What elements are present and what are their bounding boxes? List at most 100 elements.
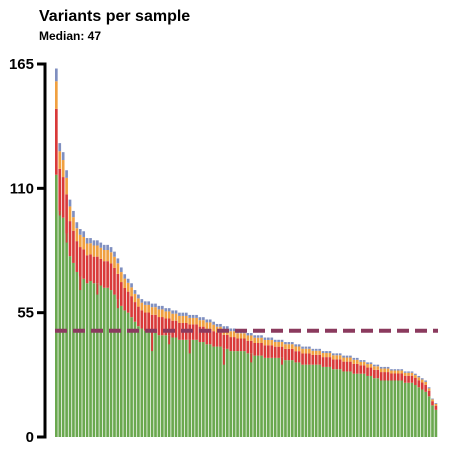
bar-segment-red [383,372,386,381]
bar-segment-orange [284,344,287,349]
bar [338,353,342,437]
bar-segment-orange [72,217,75,231]
bar-segment-blue [246,333,250,336]
bar-segment-streak [79,276,82,291]
bar-segment-primary [181,339,185,437]
bar-segment-blue [219,323,222,327]
bar-segment-red [82,249,86,279]
bar-segment-streak [58,210,61,216]
bar-segment-orange [263,339,267,346]
bar [403,371,407,437]
bar-segment-orange [301,348,304,354]
bar-segment-red [130,296,133,318]
bar [431,398,434,437]
bar-segment-blue [256,335,260,338]
bar-segment-blue [277,339,280,342]
bar-segment-red [410,375,414,383]
bar-segment-blue [325,351,328,353]
bar [345,355,349,437]
bar-segment-primary [55,174,58,437]
bar [137,294,140,437]
bar-segment-primary [434,409,438,437]
bar-segment-primary [58,210,62,437]
bar [273,339,277,437]
bar-segment-red [164,318,168,336]
bar-segment-red [434,405,438,410]
bar-segment-orange [287,344,291,349]
bar-segment-orange [85,243,89,256]
bar-segment-streak [188,339,191,354]
bar [243,330,246,437]
bar-segment-orange [55,81,58,109]
bar-segment-red [126,291,130,313]
bar-segment-red [328,357,332,367]
bar-segment-blue [434,403,438,404]
bar-segment-red [195,324,198,340]
bar [383,366,386,437]
bar [232,328,236,437]
bar [414,373,417,437]
bar-segment-orange [178,315,181,323]
bar-segment-primary [297,362,301,437]
bar [65,170,68,437]
bar [174,310,178,437]
bar-segment-orange [331,355,335,360]
bar-segment-primary [239,351,243,437]
bar-segment-primary [212,346,215,437]
bar-segment-primary [222,348,226,437]
bar [61,152,65,437]
bar-segment-red [61,177,65,218]
bar-segment-red [137,306,140,327]
bar-segment-orange [290,344,294,349]
bar-segment-blue [420,378,424,380]
bar-segment-blue [215,323,219,327]
bar-segment-primary [304,364,308,437]
bar-segment-primary [96,283,99,437]
bar-segment-red [85,255,89,284]
bar [82,231,86,437]
bar-segment-blue [89,238,92,244]
bar-segment-primary [280,357,284,437]
bar [229,328,233,437]
bar-segment-primary [229,351,233,437]
bar-segment-red [352,363,356,374]
bar-segment-orange [400,370,404,374]
bar-segment-orange [294,346,298,352]
bar-segment-red [273,346,277,358]
bar-segment-blue [174,310,178,314]
bar [331,353,335,437]
bar-segment-primary [116,299,120,437]
bar-segment-orange [195,317,198,325]
bar-segment-blue [308,346,311,349]
bar-segment-red [147,312,150,331]
bar-segment-orange [314,350,318,355]
bar-segment-primary [390,380,393,437]
bar [68,199,72,437]
bar-segment-blue [150,303,154,308]
bar-segment-red [355,363,359,374]
bar-segment-blue [328,351,332,353]
bar [215,323,219,437]
bar [311,348,315,437]
bar-segment-blue [431,398,434,400]
bar-segment-orange [249,335,253,341]
y-tick-label: 0 [26,429,34,446]
bar [304,346,308,437]
bar-segment-red [232,337,236,352]
bar-segment-primary [82,278,86,437]
bar-segment-orange [116,263,120,274]
bar-segment-orange [161,309,164,318]
bar-segment-blue [154,303,157,308]
bar [349,355,352,437]
bar-segment-orange [171,313,174,321]
bar-segment-blue [273,339,277,342]
bar-segment-orange [174,313,178,321]
bar-segment-primary [338,369,342,437]
bar-segment-red [311,354,315,365]
bar-segment-blue [109,247,113,253]
bar-segment-primary [290,360,294,437]
bar-segment-orange [106,250,109,262]
bar-segment-blue [178,312,181,316]
bar-segment-orange [167,311,171,319]
